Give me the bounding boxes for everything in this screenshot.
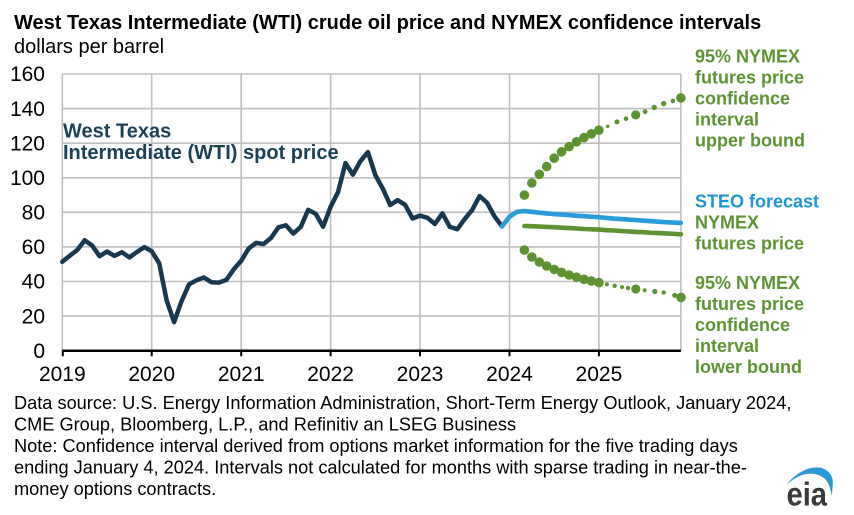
- svg-text:interval: interval: [695, 336, 759, 356]
- svg-text:CME Group, Bloomberg, L.P., an: CME Group, Bloomberg, L.P., and Refiniti…: [14, 415, 516, 435]
- svg-text:95% NYMEX: 95% NYMEX: [695, 273, 800, 293]
- svg-text:2024: 2024: [486, 363, 533, 386]
- svg-text:futures price: futures price: [695, 67, 804, 87]
- svg-text:60: 60: [22, 236, 45, 259]
- svg-text:40: 40: [22, 271, 45, 294]
- svg-text:lower bound: lower bound: [695, 357, 802, 377]
- svg-text:West Texas: West Texas: [63, 121, 171, 143]
- svg-text:2025: 2025: [576, 363, 623, 386]
- svg-text:80: 80: [22, 202, 45, 225]
- svg-text:95% NYMEX: 95% NYMEX: [695, 46, 800, 66]
- svg-text:STEO forecast: STEO forecast: [695, 191, 819, 211]
- svg-text:interval: interval: [695, 109, 759, 129]
- svg-text:eia: eia: [787, 476, 828, 513]
- svg-text:Note: Confidence interval deri: Note: Confidence interval derived from o…: [14, 436, 738, 456]
- svg-text:confidence: confidence: [695, 88, 790, 108]
- svg-text:NYMEX: NYMEX: [695, 212, 759, 232]
- svg-text:ending January 4, 2024. Interv: ending January 4, 2024. Intervals not ca…: [14, 458, 747, 478]
- svg-text:upper bound: upper bound: [695, 130, 805, 150]
- svg-text:Data source: U.S. Energy Infor: Data source: U.S. Energy Information Adm…: [14, 393, 791, 413]
- svg-text:120: 120: [10, 132, 45, 155]
- svg-text:100: 100: [10, 167, 45, 190]
- svg-text:2021: 2021: [218, 363, 265, 386]
- svg-text:140: 140: [10, 98, 45, 121]
- svg-text:0: 0: [33, 340, 45, 363]
- svg-text:West Texas Intermediate (WTI): West Texas Intermediate (WTI) crude oil …: [14, 12, 761, 34]
- svg-text:futures price: futures price: [695, 294, 804, 314]
- svg-text:2020: 2020: [128, 363, 175, 386]
- svg-text:20: 20: [22, 305, 45, 328]
- svg-text:160: 160: [10, 63, 45, 86]
- svg-text:2023: 2023: [397, 363, 444, 386]
- svg-text:Intermediate (WTI) spot price: Intermediate (WTI) spot price: [63, 142, 339, 164]
- svg-text:money options contracts.: money options contracts.: [14, 479, 216, 499]
- svg-text:confidence: confidence: [695, 315, 790, 335]
- svg-text:2022: 2022: [307, 363, 354, 386]
- svg-text:2019: 2019: [39, 363, 86, 386]
- svg-text:dollars per barrel: dollars per barrel: [14, 36, 164, 58]
- svg-text:futures price: futures price: [695, 233, 804, 253]
